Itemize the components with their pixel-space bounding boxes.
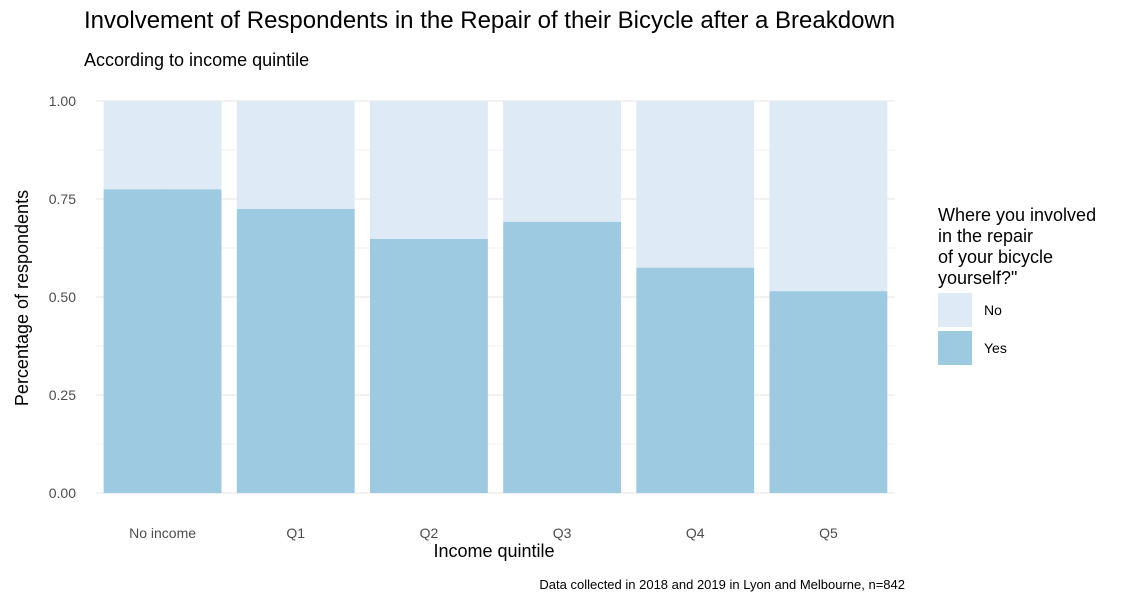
- chart-subtitle: According to income quintile: [84, 50, 309, 70]
- x-tick-label: Q5: [819, 525, 838, 541]
- bar-yes-q5: [769, 291, 888, 493]
- chart-caption: Data collected in 2018 and 2019 in Lyon …: [539, 577, 905, 592]
- x-tick-label: Q1: [286, 525, 305, 541]
- y-axis-ticks: 0.00 0.25 0.50 0.75 1.00: [49, 93, 76, 501]
- legend-swatch-no: [938, 293, 972, 327]
- y-tick-label: 0.25: [49, 387, 76, 403]
- bar-no-no-income: [103, 101, 222, 190]
- y-tick-label: 0.50: [49, 289, 76, 305]
- x-tick-label: Q2: [420, 525, 439, 541]
- y-axis-label: Percentage of respondents: [12, 190, 32, 406]
- x-tick-label: Q4: [686, 525, 705, 541]
- legend-title: Where you involved in the repair of your…: [938, 205, 1097, 288]
- x-axis-ticks: No income Q1 Q2 Q3 Q4 Q5: [129, 525, 838, 541]
- bars: [103, 101, 888, 494]
- x-tick-label: Q3: [553, 525, 572, 541]
- bar-no-q2: [369, 101, 488, 239]
- legend-swatch-yes: [938, 331, 972, 365]
- legend: Where you involved in the repair of your…: [938, 205, 1096, 365]
- bar-no-q1: [236, 101, 355, 209]
- bar-no-q5: [769, 101, 888, 292]
- y-tick-label: 1.00: [49, 93, 76, 109]
- bar-yes-q3: [503, 221, 622, 493]
- bar-yes-q1: [236, 208, 355, 494]
- x-axis-label: Income quintile: [433, 541, 554, 561]
- legend-item-no: No: [938, 293, 1096, 327]
- x-tick-label: No income: [129, 525, 196, 541]
- bar-no-q3: [503, 101, 622, 222]
- legend-item-yes: Yes: [938, 331, 1096, 365]
- y-tick-label: 0.00: [49, 485, 76, 501]
- bar-yes-q4: [636, 267, 755, 493]
- bar-yes-q2: [369, 238, 488, 493]
- legend-label-no: No: [984, 302, 1002, 318]
- y-tick-label: 0.75: [49, 191, 76, 207]
- bar-yes-no-income: [103, 189, 222, 493]
- chart-title: Involvement of Respondents in the Repair…: [84, 7, 895, 34]
- bar-no-q4: [636, 101, 755, 268]
- legend-label-yes: Yes: [984, 340, 1007, 356]
